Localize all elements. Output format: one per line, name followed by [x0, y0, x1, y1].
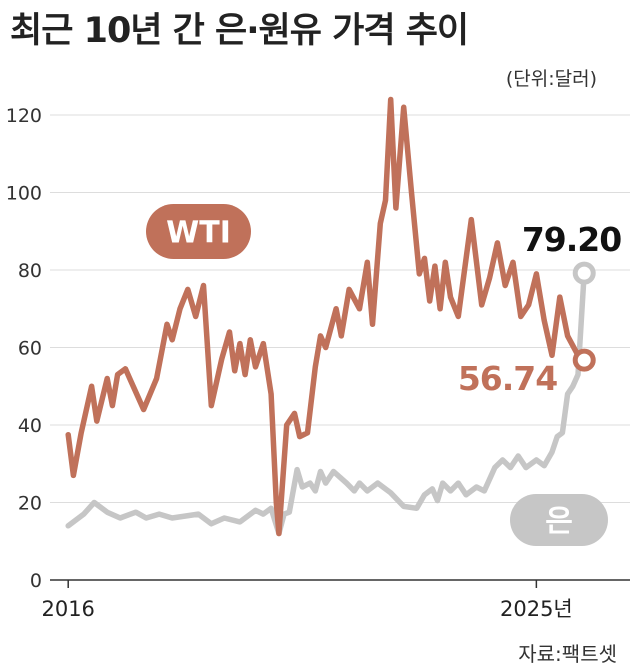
wti-legend: WTI: [146, 204, 251, 259]
chart-title: 최근 10년 간 은·원유 가격 추이: [10, 11, 469, 51]
y-tick-label: 0: [30, 570, 42, 592]
wti-end-value: 56.74: [458, 359, 557, 398]
x-tick-label: 2025년: [500, 597, 573, 621]
wti-legend-pill: [146, 204, 251, 259]
silver-end-marker: [572, 261, 596, 285]
x-tick-label: 2016: [41, 597, 94, 621]
y-tick-label: 120: [6, 105, 42, 127]
series-layer: [65, 96, 587, 537]
wti-legend-label: WTI: [166, 216, 231, 251]
silver-legend-pill: [510, 494, 608, 546]
silver-legend-label: 은: [545, 504, 573, 539]
y-tick-label: 80: [18, 260, 42, 282]
unit-label: (단위:달러): [505, 68, 597, 90]
silver-line: [65, 270, 587, 537]
y-tick-label: 60: [18, 338, 42, 360]
wti-end-marker: [572, 348, 596, 372]
label-layer: 56.74 79.20 WTI 은: [146, 204, 622, 546]
y-tick-label: 40: [18, 415, 42, 437]
y-tick-label: 100: [6, 183, 42, 205]
axis-layer: 0 20 40 60 80 100 120 2016 2025년: [6, 105, 630, 621]
wti-line: [65, 96, 587, 537]
silver-legend: 은: [510, 494, 608, 546]
source-label: 자료:팩트셋: [518, 642, 617, 666]
silver-end-value: 79.20: [522, 220, 621, 259]
y-tick-label: 20: [18, 493, 42, 515]
